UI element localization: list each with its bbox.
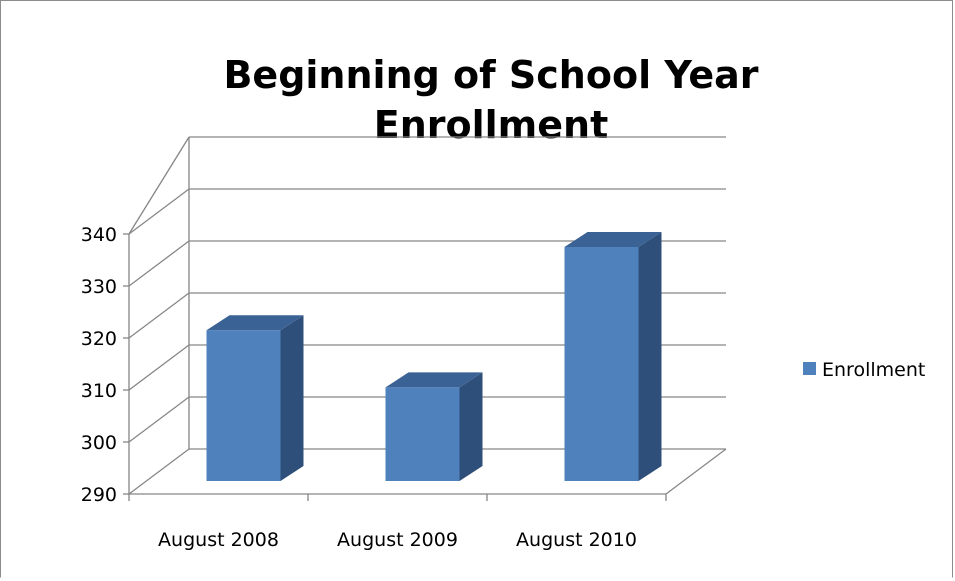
side-gridline-340	[128, 188, 190, 235]
bar-front-1	[385, 387, 460, 481]
y-tick-label-340: 340	[81, 224, 117, 246]
bar-1	[385, 372, 483, 481]
y-tick-label-310: 310	[81, 380, 117, 402]
floor-right-edge	[665, 448, 727, 495]
y-axis: 290 300 310 320 330 340	[81, 224, 129, 506]
side-gridline-290	[128, 448, 190, 495]
bar-front-0	[206, 330, 281, 481]
side-wall-top-edge	[128, 136, 190, 235]
x-tick-label-1: August 2009	[337, 529, 458, 551]
bar-side-0	[280, 315, 304, 481]
side-gridline-320	[128, 292, 190, 339]
y-tick-label-320: 320	[81, 328, 117, 350]
y-tick-label-290: 290	[81, 484, 117, 506]
x-axis: August 2008 August 2009 August 2010	[128, 494, 667, 551]
side-gridline-330	[128, 240, 190, 287]
y-tick-label-330: 330	[81, 276, 117, 298]
x-tick-label-2: August 2010	[516, 529, 637, 551]
bar-top-2	[564, 232, 662, 247]
legend-swatch-enrollment	[803, 362, 816, 375]
bar-0	[206, 315, 304, 481]
legend-label-enrollment: Enrollment	[822, 359, 925, 381]
bar-side-2	[638, 232, 662, 481]
bar-top-1	[385, 372, 483, 388]
legend: Enrollment	[803, 359, 925, 381]
y-tick-label-300: 300	[81, 432, 117, 454]
chart-title-line-2: Enrollment	[374, 103, 609, 147]
bar-top-0	[206, 315, 304, 331]
bar-front-2	[564, 247, 639, 481]
x-tick-label-0: August 2008	[158, 529, 279, 551]
side-gridline-310	[128, 344, 190, 391]
bars	[206, 232, 662, 481]
bar-side-1	[459, 372, 483, 481]
bar-2	[564, 232, 662, 481]
chart-title-line-1: Beginning of School Year	[223, 53, 758, 97]
side-gridline-300	[128, 396, 190, 443]
